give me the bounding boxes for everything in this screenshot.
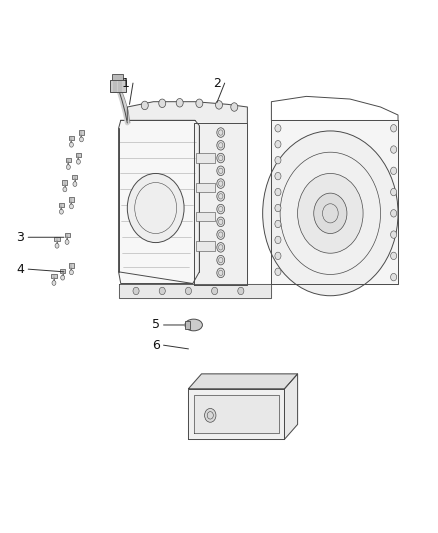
- Polygon shape: [194, 123, 247, 285]
- Circle shape: [217, 141, 225, 150]
- Polygon shape: [272, 120, 398, 284]
- Circle shape: [70, 142, 74, 147]
- Text: 1: 1: [121, 77, 129, 90]
- Circle shape: [217, 191, 225, 201]
- Polygon shape: [188, 389, 285, 439]
- Circle shape: [52, 280, 56, 285]
- Circle shape: [275, 125, 281, 132]
- Circle shape: [275, 268, 281, 276]
- Circle shape: [196, 99, 203, 108]
- Bar: [69, 263, 74, 268]
- Circle shape: [80, 137, 83, 142]
- Text: 2: 2: [213, 77, 221, 90]
- Circle shape: [70, 270, 74, 274]
- Circle shape: [391, 252, 397, 260]
- Text: 4: 4: [16, 263, 24, 276]
- Circle shape: [391, 167, 397, 174]
- Text: 3: 3: [16, 231, 24, 244]
- Bar: [62, 180, 67, 184]
- Text: 5: 5: [152, 319, 160, 332]
- Circle shape: [231, 103, 238, 111]
- Bar: [69, 197, 74, 201]
- Polygon shape: [119, 284, 272, 298]
- Circle shape: [217, 154, 225, 163]
- Bar: [185, 321, 190, 329]
- Bar: [72, 175, 78, 179]
- Circle shape: [141, 101, 148, 110]
- Bar: [196, 182, 215, 192]
- Circle shape: [314, 193, 347, 233]
- Circle shape: [65, 240, 69, 245]
- Circle shape: [263, 131, 398, 296]
- Bar: [59, 203, 64, 207]
- Circle shape: [73, 182, 77, 187]
- Bar: [51, 274, 57, 278]
- Circle shape: [217, 179, 225, 188]
- Bar: [196, 241, 215, 251]
- Circle shape: [70, 204, 74, 209]
- Bar: [110, 80, 126, 92]
- Bar: [66, 158, 71, 163]
- Bar: [60, 269, 65, 273]
- Polygon shape: [285, 374, 297, 439]
- Polygon shape: [119, 120, 199, 284]
- Circle shape: [238, 287, 244, 295]
- Circle shape: [217, 255, 225, 265]
- Circle shape: [127, 173, 184, 243]
- Circle shape: [275, 204, 281, 212]
- Polygon shape: [194, 395, 279, 433]
- Circle shape: [159, 99, 166, 108]
- Circle shape: [217, 128, 225, 138]
- Polygon shape: [188, 374, 297, 389]
- Circle shape: [275, 141, 281, 148]
- Circle shape: [217, 230, 225, 239]
- Circle shape: [391, 146, 397, 154]
- Circle shape: [275, 220, 281, 228]
- Circle shape: [391, 209, 397, 217]
- Bar: [64, 233, 70, 237]
- Circle shape: [275, 188, 281, 196]
- Bar: [69, 136, 74, 140]
- Circle shape: [77, 159, 81, 164]
- Circle shape: [67, 165, 71, 169]
- Bar: [196, 154, 215, 163]
- Circle shape: [185, 287, 191, 295]
- Circle shape: [391, 231, 397, 238]
- Circle shape: [133, 287, 139, 295]
- Text: 6: 6: [152, 338, 159, 352]
- Circle shape: [215, 101, 223, 109]
- Circle shape: [217, 204, 225, 214]
- Bar: [112, 74, 124, 80]
- Bar: [76, 152, 81, 157]
- Circle shape: [159, 287, 165, 295]
- Circle shape: [205, 408, 216, 422]
- Circle shape: [55, 244, 59, 248]
- Circle shape: [217, 217, 225, 227]
- Bar: [54, 237, 60, 241]
- Circle shape: [297, 173, 363, 253]
- Circle shape: [275, 157, 281, 164]
- Circle shape: [60, 209, 64, 214]
- Ellipse shape: [185, 319, 202, 331]
- Circle shape: [275, 252, 281, 260]
- Polygon shape: [127, 102, 247, 123]
- Circle shape: [176, 99, 183, 107]
- Circle shape: [391, 273, 397, 281]
- Circle shape: [212, 287, 218, 295]
- Circle shape: [275, 236, 281, 244]
- Circle shape: [217, 243, 225, 252]
- Circle shape: [61, 275, 65, 280]
- Circle shape: [391, 188, 397, 196]
- Circle shape: [275, 172, 281, 180]
- Bar: [196, 212, 215, 221]
- Circle shape: [217, 268, 225, 278]
- Circle shape: [217, 166, 225, 175]
- Circle shape: [391, 125, 397, 132]
- Circle shape: [63, 187, 67, 192]
- Bar: [79, 131, 84, 135]
